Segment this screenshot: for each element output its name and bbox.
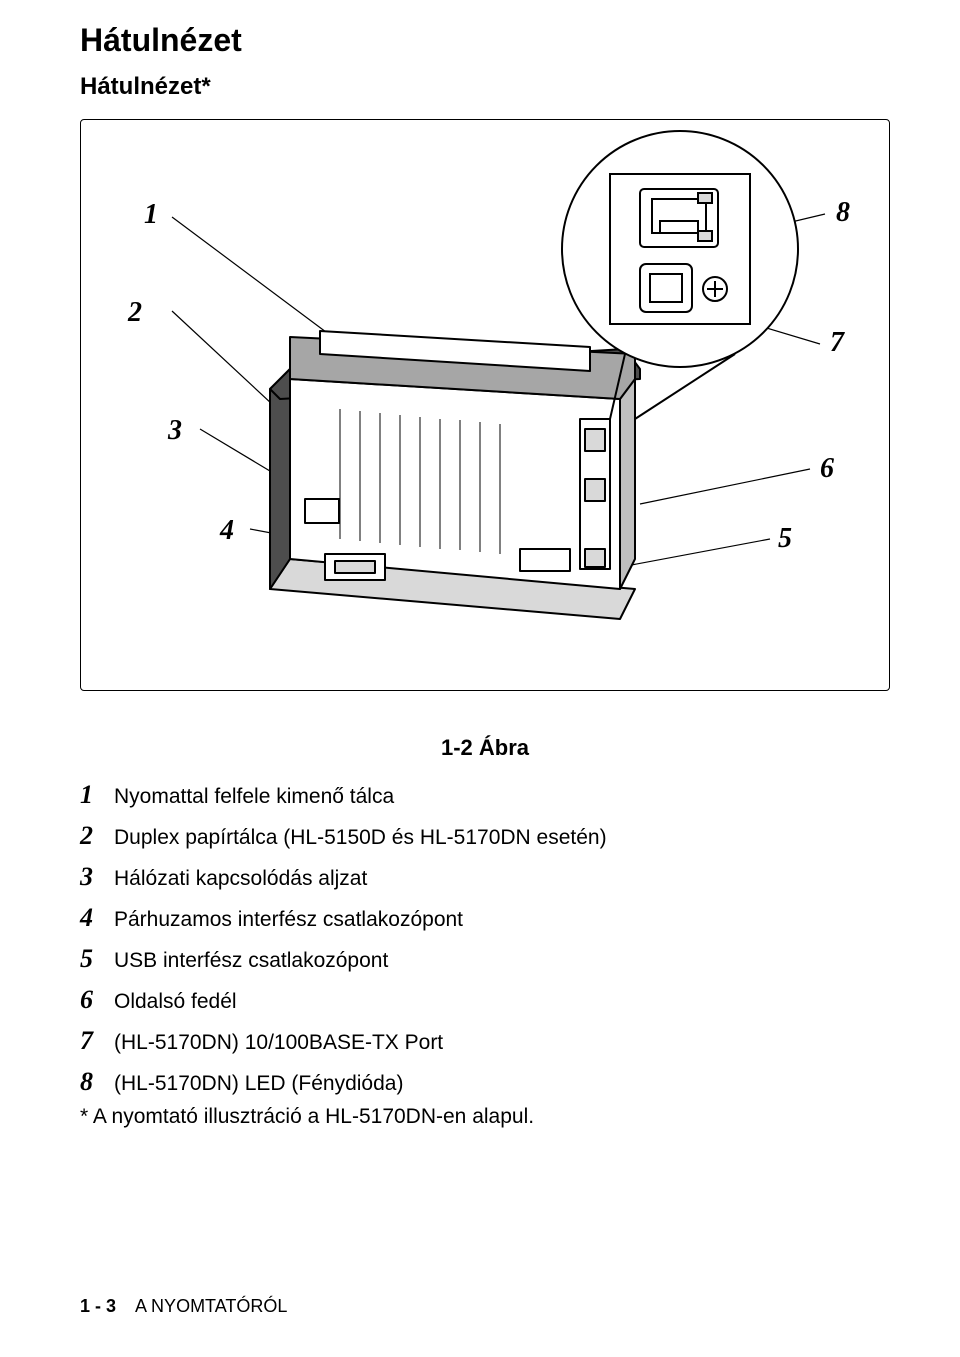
legend-num: 5 — [80, 939, 114, 978]
callout-3: 3 — [168, 415, 182, 447]
page-subtitle: Hátulnézet* — [80, 73, 890, 101]
callout-7: 7 — [830, 327, 844, 359]
footnote: * A nyomtató illusztráció a HL-5170DN-en… — [80, 1105, 890, 1129]
callout-5: 5 — [778, 523, 792, 555]
legend-item: 5 USB interfész csatlakozópont — [80, 939, 890, 978]
callout-2: 2 — [128, 297, 142, 329]
legend-num: 2 — [80, 816, 114, 855]
legend-item: 3 Hálózati kapcsolódás aljzat — [80, 857, 890, 896]
legend-text: Nyomattal felfele kimenő tálca — [114, 781, 394, 813]
legend-text: USB interfész csatlakozópont — [114, 945, 388, 977]
footer-page-number: 1 - 3 — [80, 1296, 116, 1316]
page-title: Hátulnézet — [80, 22, 890, 59]
legend-text: Párhuzamos interfész csatlakozópont — [114, 904, 463, 936]
callout-1: 1 — [144, 199, 158, 231]
legend-item: 7 (HL-5170DN) 10/100BASE-TX Port — [80, 1021, 890, 1060]
footer-label: A NYOMTATÓRÓL — [135, 1296, 287, 1316]
page: Hátulnézet Hátulnézet* — [0, 0, 960, 1357]
legend-text: Duplex papírtálca (HL-5150D és HL-5170DN… — [114, 822, 607, 854]
page-footer: 1 - 3 A NYOMTATÓRÓL — [80, 1296, 287, 1317]
legend-item: 1 Nyomattal felfele kimenő tálca — [80, 775, 890, 814]
callout-4: 4 — [220, 515, 234, 547]
legend-num: 1 — [80, 775, 114, 814]
legend-item: 6 Oldalsó fedél — [80, 980, 890, 1019]
legend-num: 6 — [80, 980, 114, 1019]
legend-item: 2 Duplex papírtálca (HL-5150D és HL-5170… — [80, 816, 890, 855]
callout-6: 6 — [820, 453, 834, 485]
legend-num: 7 — [80, 1021, 114, 1060]
legend-num: 8 — [80, 1062, 114, 1101]
callout-8: 8 — [836, 197, 850, 229]
legend-item: 8 (HL-5170DN) LED (Fénydióda) — [80, 1062, 890, 1101]
diagram-area: 1 2 3 4 5 6 7 8 — [80, 119, 890, 729]
figure-caption: 1-2 Ábra — [80, 735, 890, 761]
legend-item: 4 Párhuzamos interfész csatlakozópont — [80, 898, 890, 937]
legend-text: Oldalsó fedél — [114, 986, 237, 1018]
legend-text: Hálózati kapcsolódás aljzat — [114, 863, 367, 895]
legend-num: 3 — [80, 857, 114, 896]
legend-text: (HL-5170DN) LED (Fénydióda) — [114, 1068, 403, 1100]
printer-illustration — [80, 119, 890, 691]
legend-text: (HL-5170DN) 10/100BASE-TX Port — [114, 1027, 443, 1059]
legend-list: 1 Nyomattal felfele kimenő tálca 2 Duple… — [80, 775, 890, 1101]
legend-num: 4 — [80, 898, 114, 937]
